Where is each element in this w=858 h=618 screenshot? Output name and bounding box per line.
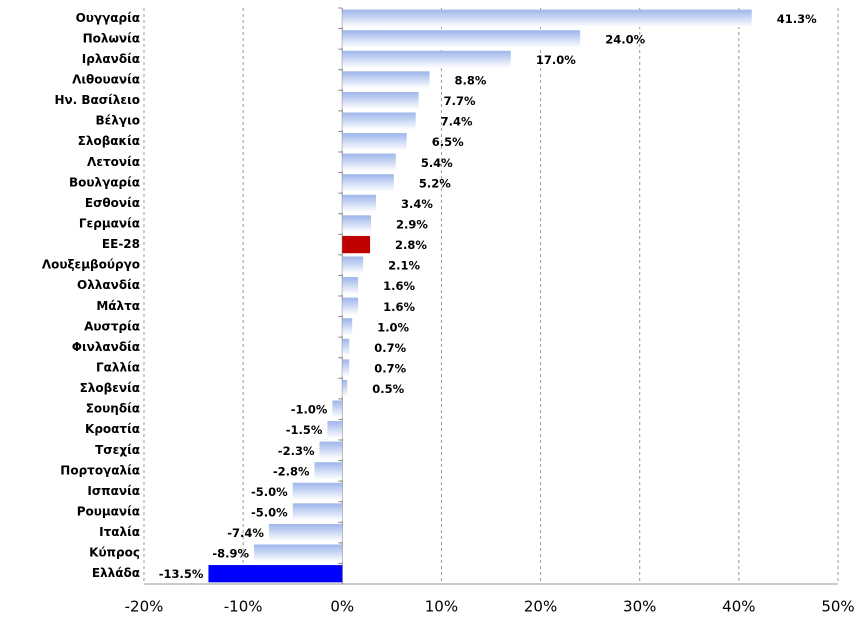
value-label: -2.8%: [273, 464, 310, 478]
category-label: Κροατία: [85, 422, 140, 436]
category-label: Γαλλία: [96, 361, 140, 375]
category-label: Λουξεμβούργο: [42, 258, 140, 272]
value-label: -5.0%: [251, 506, 288, 520]
category-label: Βουλγαρία: [69, 175, 140, 189]
bar: [342, 174, 394, 192]
category-label: Βέλγιο: [95, 114, 140, 128]
value-label: 7.4%: [441, 115, 473, 129]
category-label: Ισπανία: [87, 484, 140, 498]
bar: [342, 30, 581, 48]
x-tick-label: -20%: [125, 598, 164, 616]
category-label: Σλοβακία: [78, 134, 140, 148]
bar: [327, 421, 343, 439]
bar: [342, 379, 348, 398]
category-label: Κύπρος: [89, 546, 140, 560]
value-label: 7.7%: [444, 94, 476, 108]
value-label: -13.5%: [159, 567, 204, 581]
category-label: Λετονία: [87, 155, 140, 169]
bar: [342, 256, 364, 274]
category-label: Πολωνία: [83, 31, 140, 45]
x-tick-label: 40%: [722, 598, 755, 616]
bar: [314, 462, 343, 480]
category-label: Αυστρία: [84, 319, 140, 333]
category-label: Πορτογαλία: [60, 463, 140, 477]
value-label: -1.0%: [291, 403, 328, 417]
bar: [292, 503, 343, 521]
value-label: -5.0%: [251, 485, 288, 499]
value-label: 3.4%: [401, 197, 433, 211]
bar: [342, 91, 419, 110]
value-label: -7.4%: [227, 526, 264, 540]
bar: [342, 277, 359, 295]
category-label: Εσθονία: [85, 196, 140, 210]
value-label: 0.5%: [372, 382, 404, 396]
value-label: 8.8%: [455, 74, 487, 88]
category-label: Ολλανδία: [77, 278, 140, 292]
value-label: 41.3%: [777, 12, 817, 26]
bar: [342, 194, 376, 213]
value-label: 2.8%: [395, 238, 427, 252]
bar: [254, 544, 343, 562]
x-tick-label: 20%: [524, 598, 557, 616]
value-label: 1.6%: [383, 300, 415, 314]
bar: [342, 215, 372, 233]
value-label: 17.0%: [536, 53, 576, 67]
bar: [342, 318, 353, 336]
category-label: ΕΕ-28: [102, 237, 140, 251]
category-label: Μάλτα: [96, 299, 140, 313]
value-label: 2.1%: [388, 259, 420, 273]
value-label: -8.9%: [212, 547, 249, 561]
value-label: -2.3%: [278, 444, 315, 458]
bar: [342, 9, 752, 27]
category-label: Ελλάδα: [92, 566, 140, 580]
value-label: 0.7%: [374, 341, 406, 355]
category-label: Γερμανία: [79, 217, 140, 231]
bar: [342, 133, 407, 151]
bar: [342, 235, 371, 254]
category-label: Ιρλανδία: [82, 52, 140, 66]
value-label: 1.0%: [377, 320, 409, 334]
x-tick-label: 10%: [425, 598, 458, 616]
bar: [342, 153, 396, 171]
bar: [268, 523, 343, 542]
bar: [292, 482, 343, 501]
bar: [342, 71, 430, 89]
value-label: 5.2%: [419, 176, 451, 190]
value-label: 6.5%: [432, 135, 464, 149]
x-tick-label: -10%: [224, 598, 263, 616]
bar: [342, 297, 359, 315]
value-label: 1.6%: [383, 279, 415, 293]
category-label: Σουηδία: [86, 402, 140, 416]
category-label: Ρουμανία: [77, 505, 140, 519]
bar: [342, 359, 350, 377]
category-label: Λιθουανία: [72, 73, 140, 87]
bar: [208, 565, 343, 583]
value-label: -1.5%: [286, 423, 323, 437]
category-label: Ην. Βασίλειο: [54, 93, 140, 107]
value-label: 0.7%: [374, 362, 406, 376]
x-tick-label: 0%: [330, 598, 354, 616]
value-label: 2.9%: [396, 218, 428, 232]
category-label: Τσεχία: [95, 443, 140, 457]
x-tick-label: 50%: [821, 598, 854, 616]
bar: [319, 441, 343, 459]
category-label: Ιταλία: [99, 525, 140, 539]
category-label: Φινλανδία: [72, 340, 140, 354]
bar: [342, 112, 416, 130]
category-label: Ουγγαρία: [76, 11, 140, 25]
category-label: Σλοβενία: [80, 381, 140, 395]
bar: [342, 338, 350, 357]
bar: [332, 400, 343, 418]
value-label: 24.0%: [605, 32, 645, 46]
value-label: 5.4%: [421, 156, 453, 170]
x-tick-label: 30%: [623, 598, 656, 616]
bar: [342, 50, 511, 69]
